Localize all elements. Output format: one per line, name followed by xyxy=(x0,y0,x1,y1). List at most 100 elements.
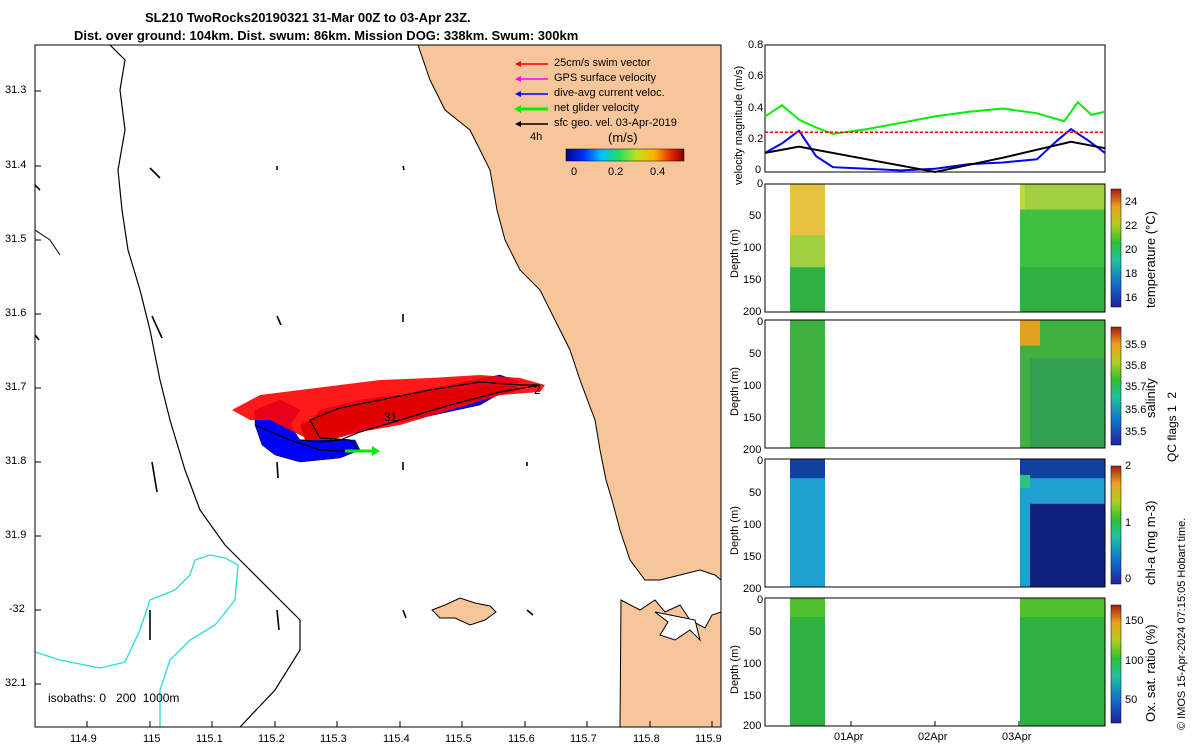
depth-tick: 100 xyxy=(743,380,762,392)
depth-tick: 200 xyxy=(743,720,762,732)
temperature-section xyxy=(764,183,1106,313)
map-x-tick: 115 xyxy=(143,733,161,745)
cb-tick: 100 xyxy=(1125,655,1144,667)
temperature-y-label: Depth (m) xyxy=(729,229,741,278)
chla-colorbar xyxy=(1110,465,1122,585)
map-x-tick: 115.1 xyxy=(196,733,223,745)
isobath-200m xyxy=(109,45,301,727)
legend-gps-velocity: GPS surface velocity xyxy=(554,72,657,84)
depth-tick: 100 xyxy=(743,519,762,531)
isobath-1000m-a xyxy=(35,229,61,256)
track-label-31: 31 xyxy=(384,410,398,424)
imos-stamp: © IMOS 15-Apr-2024 07:15:05 Hobart time. xyxy=(1176,517,1188,730)
salinity-cb-label: salinity xyxy=(1143,378,1158,418)
time-x-tick: 03Apr xyxy=(1002,731,1032,743)
salinity-qc-label: QC flags 1 2 xyxy=(1165,391,1179,462)
temperature-colorbar xyxy=(1110,188,1122,308)
oxygen-colorbar xyxy=(1110,604,1122,724)
depth-tick: 200 xyxy=(743,306,762,318)
depth-tick: 100 xyxy=(743,658,762,670)
salinity-y-label: Depth (m) xyxy=(729,367,741,416)
map-y-tick: 31.3 xyxy=(5,84,27,96)
time-x-ticks xyxy=(850,721,1020,726)
depth-tick: 0 xyxy=(757,594,764,606)
depth-tick: 200 xyxy=(743,583,762,595)
depth-tick: 50 xyxy=(749,348,762,360)
velocity-series xyxy=(764,100,1106,174)
cb-tick: 0 xyxy=(1125,573,1132,585)
vel-y-tick: 0 xyxy=(755,164,762,176)
salinity-section xyxy=(764,319,1106,449)
time-x-tick: 01Apr xyxy=(834,731,864,743)
map-x-tick: 114.9 xyxy=(70,733,97,745)
legend-4h: 4h xyxy=(530,131,543,143)
chla-cb-label: chl-a (mg m-3) xyxy=(1143,500,1158,585)
cb-tick: 35.7 xyxy=(1125,381,1147,393)
map-y-tick: 31.7 xyxy=(5,381,27,393)
cb-tick: 50 xyxy=(1125,694,1138,706)
velocity-axes-frame xyxy=(764,44,1106,173)
map-x-tick: 115.7 xyxy=(570,733,597,745)
cb-tick: 20 xyxy=(1125,244,1138,256)
legend-net-glider-velocity: net glider velocity xyxy=(554,102,639,114)
map-x-tick: 115.2 xyxy=(258,733,285,745)
oxygen-y-label: Depth (m) xyxy=(729,645,741,694)
legend-sfc-geo-vel: sfc geo. vel. 03-Apr-2019 xyxy=(554,117,677,129)
map-x-tick: 115.6 xyxy=(508,733,535,745)
vel-y-tick: 0.6 xyxy=(748,70,764,82)
depth-tick: 150 xyxy=(743,690,762,702)
depth-tick: 0 xyxy=(757,316,764,328)
map-y-tick: 32.1 xyxy=(5,677,27,689)
map-y-tick: 31.4 xyxy=(5,159,27,171)
vel-y-label: velocity magnitude (m/s) xyxy=(733,65,745,185)
chla-section xyxy=(764,458,1106,588)
map-x-tick: 115.3 xyxy=(320,733,347,745)
oxygen-section xyxy=(764,597,1106,727)
cb-tick: 35.8 xyxy=(1125,360,1147,372)
isobath-cyan xyxy=(35,554,239,727)
colorbar-tick: 0.2 xyxy=(608,166,624,178)
legend-dive-avg-current: dive-avg current veloc. xyxy=(554,87,665,99)
cb-tick: 22 xyxy=(1125,220,1138,232)
map-y-tick: 31.6 xyxy=(5,307,27,319)
vel-y-tick: 0.2 xyxy=(748,133,764,145)
oxygen-cb-label: Ox. sat. ratio (%) xyxy=(1143,624,1158,722)
depth-tick: 100 xyxy=(743,242,762,254)
cb-tick: 16 xyxy=(1125,292,1138,304)
map-x-ticks xyxy=(86,721,713,727)
swim-vector-band-2 xyxy=(300,385,520,440)
map-y-tick: 31.5 xyxy=(5,233,27,245)
isobaths-label: isobaths: 0 200 1000m xyxy=(48,691,180,705)
depth-tick: 50 xyxy=(749,487,762,499)
velocity-series-line-2 xyxy=(764,140,1106,174)
figure-title-line2: Dist. over ground: 104km. Dist. swum: 86… xyxy=(74,28,579,43)
map-y-ticks xyxy=(35,90,41,685)
figure-title-line1: SL210 TwoRocks20190321 31-Mar 00Z to 03-… xyxy=(145,10,471,25)
legend-swim-vector: 25cm/s swim vector xyxy=(554,57,651,69)
speed-colorbar xyxy=(565,148,685,162)
vel-y-tick: 0.8 xyxy=(748,39,764,51)
salinity-colorbar xyxy=(1110,326,1122,446)
map-x-tick: 115.5 xyxy=(445,733,472,745)
depth-tick: 0 xyxy=(757,455,764,467)
map-legend-arrows xyxy=(514,61,548,127)
depth-tick: 200 xyxy=(743,444,762,456)
temperature-cb-label: temperature (°C) xyxy=(1143,211,1158,308)
map-x-tick: 115.8 xyxy=(633,733,660,745)
cb-tick: 150 xyxy=(1125,615,1144,627)
cb-tick: 2 xyxy=(1125,460,1132,472)
map-y-tick: 31.8 xyxy=(5,455,27,467)
land-estuary-inlet xyxy=(654,611,701,642)
vel-y-tick: 0.4 xyxy=(748,102,764,114)
cb-tick: 24 xyxy=(1125,196,1138,208)
cb-tick: 35.9 xyxy=(1125,339,1147,351)
cb-tick: 18 xyxy=(1125,268,1138,280)
colorbar-tick: 0 xyxy=(571,166,578,178)
map-x-tick: 115.4 xyxy=(383,733,410,745)
depth-tick: 0 xyxy=(757,178,764,190)
cb-tick: 35.6 xyxy=(1125,404,1147,416)
map-y-tick: 31.9 xyxy=(5,529,27,541)
depth-tick: 150 xyxy=(743,551,762,563)
